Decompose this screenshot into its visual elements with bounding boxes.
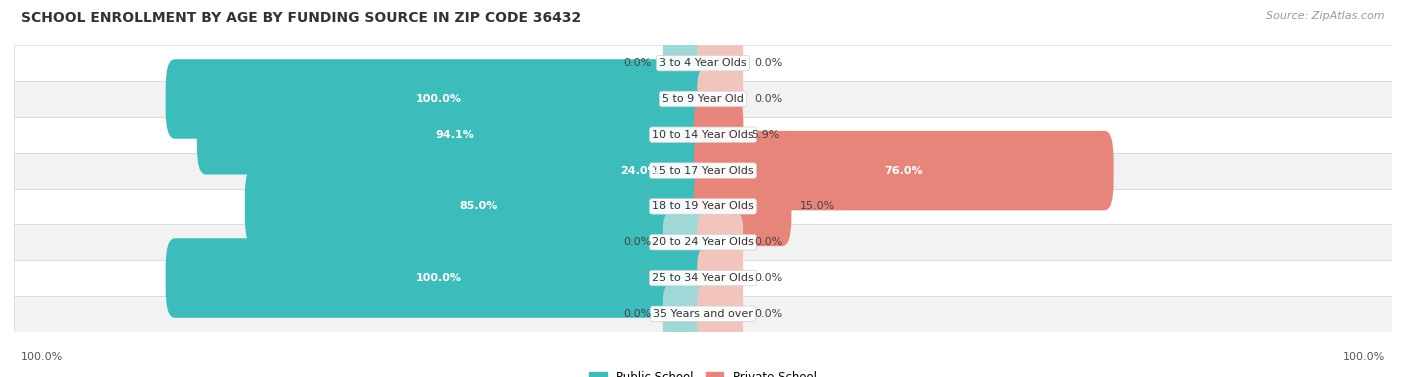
Text: 100.0%: 100.0%: [21, 352, 63, 362]
Text: 15 to 17 Year Olds: 15 to 17 Year Olds: [652, 166, 754, 176]
FancyBboxPatch shape: [14, 260, 1392, 296]
FancyBboxPatch shape: [166, 59, 713, 139]
Text: 76.0%: 76.0%: [884, 166, 922, 176]
FancyBboxPatch shape: [693, 131, 1114, 210]
Text: 0.0%: 0.0%: [623, 58, 651, 68]
Text: 18 to 19 Year Olds: 18 to 19 Year Olds: [652, 201, 754, 211]
FancyBboxPatch shape: [14, 117, 1392, 153]
FancyBboxPatch shape: [697, 285, 744, 343]
FancyBboxPatch shape: [693, 95, 744, 175]
Text: 100.0%: 100.0%: [416, 273, 463, 283]
Legend: Public School, Private School: Public School, Private School: [585, 366, 821, 377]
FancyBboxPatch shape: [693, 167, 792, 246]
Text: 20 to 24 Year Olds: 20 to 24 Year Olds: [652, 237, 754, 247]
Text: 0.0%: 0.0%: [623, 237, 651, 247]
FancyBboxPatch shape: [662, 34, 709, 92]
FancyBboxPatch shape: [166, 238, 713, 318]
FancyBboxPatch shape: [662, 285, 709, 343]
Text: 3 to 4 Year Olds: 3 to 4 Year Olds: [659, 58, 747, 68]
FancyBboxPatch shape: [697, 70, 744, 128]
Text: 10 to 14 Year Olds: 10 to 14 Year Olds: [652, 130, 754, 140]
FancyBboxPatch shape: [197, 95, 713, 175]
Text: 35 Years and over: 35 Years and over: [652, 309, 754, 319]
Text: Source: ZipAtlas.com: Source: ZipAtlas.com: [1267, 11, 1385, 21]
Text: 0.0%: 0.0%: [623, 309, 651, 319]
Text: 0.0%: 0.0%: [755, 273, 783, 283]
Text: 100.0%: 100.0%: [416, 94, 463, 104]
Text: 24.0%: 24.0%: [620, 166, 659, 176]
FancyBboxPatch shape: [567, 131, 713, 210]
Text: 25 to 34 Year Olds: 25 to 34 Year Olds: [652, 273, 754, 283]
Text: SCHOOL ENROLLMENT BY AGE BY FUNDING SOURCE IN ZIP CODE 36432: SCHOOL ENROLLMENT BY AGE BY FUNDING SOUR…: [21, 11, 581, 25]
Text: 5.9%: 5.9%: [751, 130, 780, 140]
FancyBboxPatch shape: [662, 213, 709, 271]
Text: 100.0%: 100.0%: [1343, 352, 1385, 362]
FancyBboxPatch shape: [14, 188, 1392, 224]
FancyBboxPatch shape: [245, 167, 713, 246]
Text: 0.0%: 0.0%: [755, 58, 783, 68]
Text: 0.0%: 0.0%: [755, 237, 783, 247]
FancyBboxPatch shape: [697, 34, 744, 92]
FancyBboxPatch shape: [14, 45, 1392, 81]
FancyBboxPatch shape: [697, 249, 744, 307]
Text: 85.0%: 85.0%: [460, 201, 498, 211]
Text: 15.0%: 15.0%: [800, 201, 835, 211]
FancyBboxPatch shape: [14, 153, 1392, 188]
FancyBboxPatch shape: [14, 224, 1392, 260]
Text: 0.0%: 0.0%: [755, 94, 783, 104]
Text: 0.0%: 0.0%: [755, 309, 783, 319]
FancyBboxPatch shape: [697, 213, 744, 271]
Text: 5 to 9 Year Old: 5 to 9 Year Old: [662, 94, 744, 104]
FancyBboxPatch shape: [14, 296, 1392, 332]
Text: 94.1%: 94.1%: [434, 130, 474, 140]
FancyBboxPatch shape: [14, 81, 1392, 117]
